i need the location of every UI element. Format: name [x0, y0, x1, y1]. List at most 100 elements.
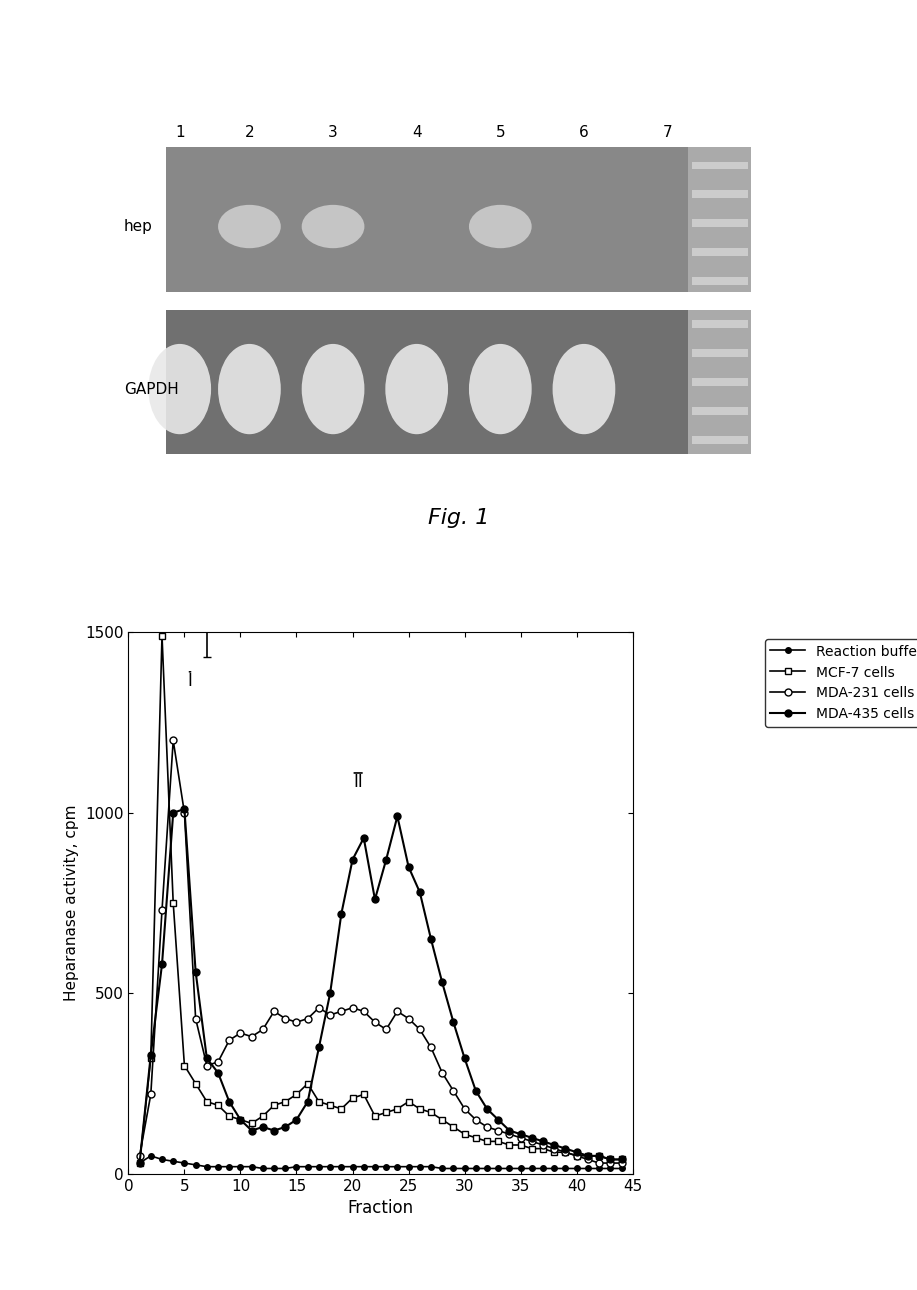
Reaction buffer [571, 1161, 582, 1176]
MCF-7 cells [168, 895, 179, 911]
MCF-7 cells [235, 1112, 246, 1127]
MDA-435 cells [336, 906, 347, 921]
Reaction buffer [291, 1158, 302, 1174]
MCF-7 cells [392, 1102, 403, 1117]
Reaction buffer [582, 1161, 593, 1176]
Reaction buffer [403, 1158, 414, 1174]
MCF-7 cells [157, 628, 168, 644]
MCF-7 cells [179, 1058, 190, 1073]
MCF-7 cells [246, 1116, 257, 1131]
MDA-231 cells [537, 1138, 548, 1153]
MDA-231 cells [314, 1000, 325, 1015]
MCF-7 cells [504, 1138, 515, 1153]
MDA-231 cells [481, 1120, 492, 1135]
MCF-7 cells [336, 1102, 347, 1117]
Reaction buffer [447, 1161, 458, 1176]
MCF-7 cells [537, 1140, 548, 1156]
MDA-231 cells [280, 1011, 291, 1027]
Bar [692, 320, 747, 329]
MDA-435 cells [190, 964, 201, 979]
MDA-435 cells [269, 1122, 280, 1138]
MDA-435 cells [280, 1120, 291, 1135]
MDA-231 cells [157, 903, 168, 918]
X-axis label: Fraction: Fraction [348, 1200, 414, 1218]
MCF-7 cells [314, 1094, 325, 1109]
Bar [692, 436, 747, 444]
MDA-231 cells [179, 805, 190, 820]
MDA-231 cells [492, 1122, 503, 1138]
MDA-435 cells [605, 1152, 616, 1167]
MDA-231 cells [370, 1014, 381, 1029]
Ellipse shape [218, 344, 281, 435]
MDA-231 cells [605, 1156, 616, 1171]
Bar [692, 161, 747, 169]
MCF-7 cells [381, 1104, 392, 1120]
Bar [692, 350, 747, 357]
Y-axis label: Heparanase activity, cpm: Heparanase activity, cpm [64, 805, 80, 1001]
MCF-7 cells [280, 1094, 291, 1109]
MDA-435 cells [246, 1122, 257, 1138]
Reaction buffer [616, 1161, 627, 1176]
MDA-231 cells [325, 1007, 336, 1023]
MDA-435 cells [325, 986, 336, 1001]
Reaction buffer [325, 1158, 336, 1174]
MCF-7 cells [303, 1076, 314, 1091]
Reaction buffer [347, 1158, 358, 1174]
MCF-7 cells [593, 1148, 604, 1164]
Reaction buffer [605, 1161, 616, 1176]
Reaction buffer [235, 1158, 246, 1174]
Ellipse shape [469, 205, 532, 248]
MDA-231 cells [593, 1156, 604, 1171]
Ellipse shape [149, 344, 211, 435]
Bar [166, 147, 751, 292]
MDA-435 cells [134, 1156, 145, 1171]
MDA-231 cells [425, 1040, 436, 1055]
MDA-231 cells [168, 733, 179, 748]
Text: 3: 3 [328, 125, 338, 139]
MDA-231 cells [616, 1156, 627, 1171]
MDA-435 cells [291, 1112, 302, 1127]
MDA-435 cells [459, 1050, 470, 1066]
Reaction buffer [492, 1161, 503, 1176]
Bar [689, 310, 751, 454]
MDA-435 cells [526, 1130, 537, 1146]
MCF-7 cells [515, 1138, 526, 1153]
MDA-435 cells [481, 1102, 492, 1117]
MDA-231 cells [548, 1140, 559, 1156]
MDA-231 cells [403, 1011, 414, 1027]
Reaction buffer [392, 1158, 403, 1174]
MDA-231 cells [291, 1014, 302, 1029]
Reaction buffer [381, 1158, 392, 1174]
Reaction buffer [179, 1156, 190, 1171]
MDA-231 cells [134, 1148, 145, 1164]
MDA-231 cells [190, 1011, 201, 1027]
Reaction buffer [504, 1161, 515, 1176]
Reaction buffer [548, 1161, 559, 1176]
Text: 5: 5 [495, 125, 505, 139]
MDA-231 cells [515, 1130, 526, 1146]
MCF-7 cells [425, 1104, 436, 1120]
MCF-7 cells [190, 1076, 201, 1091]
MDA-231 cells [560, 1144, 571, 1160]
Reaction buffer [157, 1152, 168, 1167]
Reaction buffer [145, 1148, 156, 1164]
Reaction buffer [470, 1161, 481, 1176]
MCF-7 cells [447, 1120, 458, 1135]
MDA-231 cells [213, 1054, 224, 1069]
Bar [166, 310, 751, 454]
MDA-435 cells [224, 1094, 235, 1109]
Ellipse shape [302, 344, 364, 435]
Bar [692, 277, 747, 285]
MDA-231 cells [258, 1022, 269, 1037]
Reaction buffer [213, 1158, 224, 1174]
Text: 1: 1 [175, 125, 184, 139]
MDA-231 cells [359, 1004, 370, 1019]
Reaction buffer [202, 1158, 213, 1174]
MCF-7 cells [414, 1102, 425, 1117]
MDA-231 cells [224, 1032, 235, 1047]
Line: MDA-231 cells: MDA-231 cells [136, 737, 625, 1166]
Ellipse shape [553, 344, 615, 435]
MCF-7 cells [436, 1112, 447, 1127]
Text: 2: 2 [245, 125, 254, 139]
MCF-7 cells [582, 1148, 593, 1164]
